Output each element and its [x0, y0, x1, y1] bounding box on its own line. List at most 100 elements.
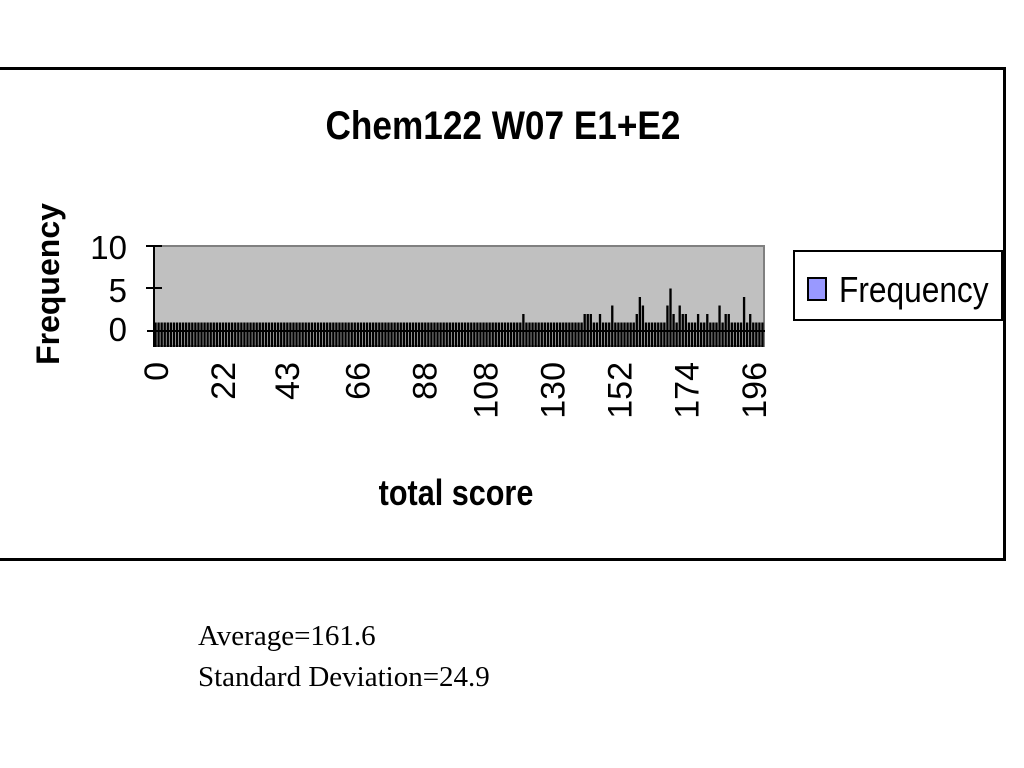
bar	[304, 322, 307, 347]
bar	[558, 322, 562, 347]
bar	[525, 322, 528, 347]
bar	[654, 322, 657, 347]
bar	[231, 322, 234, 347]
bars-group	[154, 288, 764, 347]
bar	[322, 322, 326, 347]
bar	[181, 322, 185, 347]
x-tick-label: 43	[269, 362, 307, 400]
bar	[301, 322, 304, 347]
bar	[206, 322, 209, 347]
bar	[509, 322, 513, 347]
bar	[531, 322, 534, 347]
bar	[316, 322, 320, 347]
bar	[381, 322, 384, 347]
bar	[543, 322, 546, 347]
bar	[595, 322, 599, 347]
bar	[491, 322, 494, 347]
legend-swatch	[807, 277, 827, 301]
bar	[267, 322, 271, 347]
bar	[252, 322, 255, 347]
bar	[463, 322, 467, 347]
bar	[273, 322, 277, 347]
chart-frame: Chem122 W07 E1+E2 10 5 0 Frequency 0 22 43…	[0, 67, 1006, 561]
bar	[552, 322, 556, 347]
bar	[482, 322, 485, 347]
bar	[690, 322, 694, 347]
bar	[739, 322, 743, 347]
bar	[703, 322, 706, 347]
bar	[261, 322, 264, 347]
bar	[433, 322, 436, 347]
bar	[494, 322, 497, 347]
x-tick-label: 152	[602, 362, 640, 419]
bar	[506, 322, 510, 347]
bar	[614, 322, 617, 347]
bar	[457, 322, 461, 347]
bar	[448, 322, 451, 347]
bar	[638, 297, 642, 347]
bar	[353, 322, 356, 347]
bar	[519, 322, 522, 347]
x-axis-label: total score	[379, 474, 534, 514]
bar	[601, 322, 605, 347]
x-tick-label: 22	[205, 362, 243, 400]
bar	[693, 322, 697, 347]
average-text: Average=161.6	[198, 620, 376, 652]
bar	[338, 322, 341, 347]
y-tick-label-0: 0	[109, 311, 127, 348]
bar	[608, 322, 611, 347]
x-tick-label: 130	[535, 362, 573, 419]
bar	[470, 322, 473, 347]
bar	[503, 322, 507, 347]
bar	[574, 322, 577, 347]
bar	[424, 322, 427, 347]
bar	[500, 322, 504, 347]
bar	[571, 322, 574, 347]
bar	[365, 322, 369, 347]
bar	[249, 322, 252, 347]
bar	[295, 322, 298, 347]
bar	[454, 322, 458, 347]
bar	[577, 322, 580, 347]
bar	[390, 322, 393, 347]
bar	[350, 322, 353, 347]
bar	[378, 322, 381, 347]
bar	[629, 322, 632, 347]
bar	[270, 322, 274, 347]
bar	[516, 322, 519, 347]
bar	[191, 322, 194, 347]
bar	[160, 322, 163, 347]
bar	[592, 322, 596, 347]
bar	[396, 322, 399, 347]
bar	[718, 305, 721, 347]
bar	[730, 322, 733, 347]
bar	[399, 322, 402, 347]
bar	[497, 322, 501, 347]
bar	[375, 322, 378, 347]
bar	[736, 322, 740, 347]
bar	[408, 322, 412, 347]
y-tick-label-5: 5	[109, 272, 127, 309]
bar	[307, 322, 310, 347]
bar	[451, 322, 455, 347]
bar	[280, 322, 283, 347]
bar	[166, 322, 169, 347]
bar	[194, 322, 197, 347]
bar	[442, 322, 445, 347]
std-dev-text: Standard Deviation=24.9	[198, 661, 490, 693]
bar	[200, 322, 203, 347]
bar	[246, 322, 249, 347]
bar	[283, 322, 286, 347]
bar	[528, 322, 531, 347]
bar	[580, 322, 583, 347]
bar	[534, 322, 537, 347]
bar	[565, 322, 568, 347]
bar	[641, 305, 645, 347]
bar	[626, 322, 629, 347]
bar	[715, 322, 718, 347]
bar	[537, 322, 540, 347]
bar	[188, 322, 191, 347]
bar	[421, 322, 424, 347]
bar	[546, 322, 550, 347]
bar	[568, 322, 571, 347]
